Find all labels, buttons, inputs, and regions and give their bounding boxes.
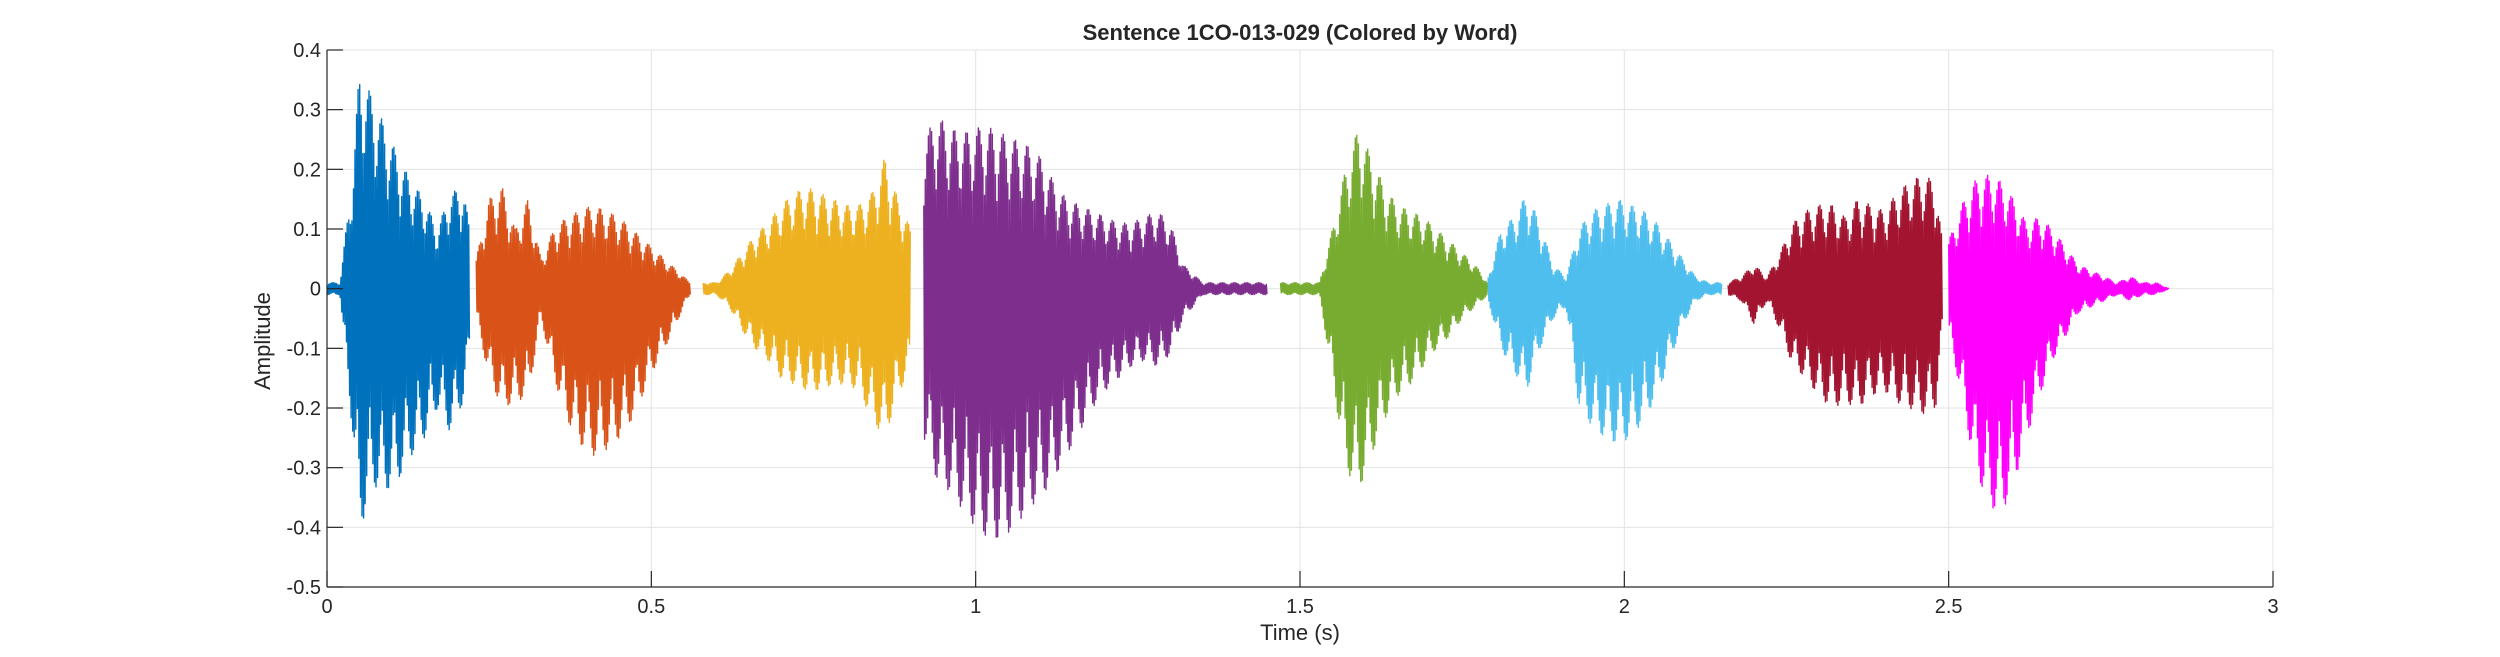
y-tick-label: -0.3 — [287, 458, 321, 480]
x-tick-label: 0.5 — [637, 596, 665, 618]
x-tick-label: 2 — [1619, 596, 1630, 618]
y-tick-label: -0.2 — [287, 398, 321, 420]
waveform-word-4 — [923, 120, 1268, 538]
y-axis-title: Amplitude — [250, 292, 275, 390]
waveform-word-5 — [1279, 134, 1489, 483]
grid-lines — [326, 49, 2274, 588]
x-tick-label: 3 — [2267, 596, 2278, 618]
waveform-word-8 — [1948, 174, 2170, 509]
y-tick-label: 0 — [310, 279, 321, 301]
y-tick-label: 0.3 — [293, 100, 321, 122]
y-tick-label: 0.1 — [293, 219, 321, 241]
y-tick-label: -0.5 — [287, 577, 321, 599]
x-tick-label: 1.5 — [1286, 596, 1314, 618]
chart-title: Sentence 1CO-013-029 (Colored by Word) — [1083, 20, 1518, 45]
y-tick-label: -0.1 — [287, 338, 321, 360]
waveform-word-7 — [1727, 177, 1943, 414]
waveform-word-1 — [326, 84, 471, 519]
x-tick-label: 1 — [970, 596, 981, 618]
waveform-series — [326, 84, 2170, 538]
x-axis-title: Time (s) — [1260, 620, 1340, 645]
waveform-word-2 — [475, 188, 691, 456]
axes: 0 0.5 1 1.5 2 2.5 3 0.4 0.3 0.2 0.1 0 -0.1 -0.2 -0.3 -0… — [287, 40, 2279, 618]
y-tick-label: 0.4 — [293, 40, 321, 62]
x-tick-label: 0 — [321, 596, 332, 618]
y-tick-label: 0.2 — [293, 159, 321, 181]
y-tick-label: -0.4 — [287, 517, 321, 539]
waveform-word-6 — [1487, 199, 1723, 442]
x-tick-label: 2.5 — [1935, 596, 1963, 618]
waveform-word-3 — [702, 159, 911, 429]
